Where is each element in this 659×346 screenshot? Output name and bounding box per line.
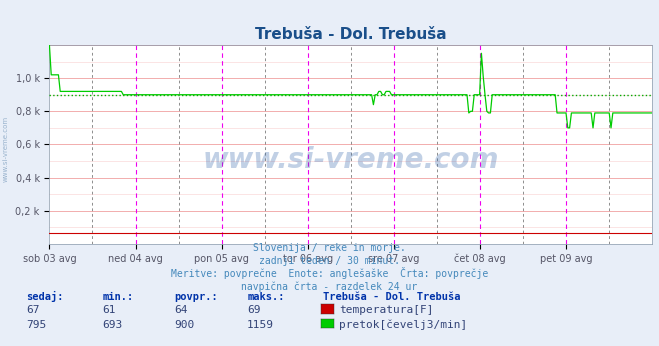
- Text: sedaj:: sedaj:: [26, 291, 64, 302]
- Text: zadnji teden / 30 minut.: zadnji teden / 30 minut.: [259, 256, 400, 266]
- Text: 795: 795: [26, 320, 47, 330]
- Text: maks.:: maks.:: [247, 292, 285, 302]
- Text: Slovenija / reke in morje.: Slovenija / reke in morje.: [253, 243, 406, 253]
- Text: 64: 64: [175, 305, 188, 315]
- Text: povpr.:: povpr.:: [175, 292, 218, 302]
- Text: www.si-vreme.com: www.si-vreme.com: [203, 146, 499, 174]
- Text: temperatura[F]: temperatura[F]: [339, 305, 434, 315]
- Text: Trebuša - Dol. Trebuša: Trebuša - Dol. Trebuša: [323, 292, 461, 302]
- Text: 69: 69: [247, 305, 260, 315]
- Title: Trebuša - Dol. Trebuša: Trebuša - Dol. Trebuša: [255, 27, 447, 43]
- Text: 1159: 1159: [247, 320, 274, 330]
- Text: 61: 61: [102, 305, 115, 315]
- Text: min.:: min.:: [102, 292, 133, 302]
- Text: pretok[čevelj3/min]: pretok[čevelj3/min]: [339, 319, 468, 330]
- Text: 900: 900: [175, 320, 195, 330]
- Text: www.si-vreme.com: www.si-vreme.com: [3, 116, 9, 182]
- Text: 67: 67: [26, 305, 40, 315]
- Text: Meritve: povprečne  Enote: anglešaške  Črta: povprečje: Meritve: povprečne Enote: anglešaške Črt…: [171, 267, 488, 279]
- Text: 693: 693: [102, 320, 123, 330]
- Text: navpična črta - razdelek 24 ur: navpična črta - razdelek 24 ur: [241, 282, 418, 292]
